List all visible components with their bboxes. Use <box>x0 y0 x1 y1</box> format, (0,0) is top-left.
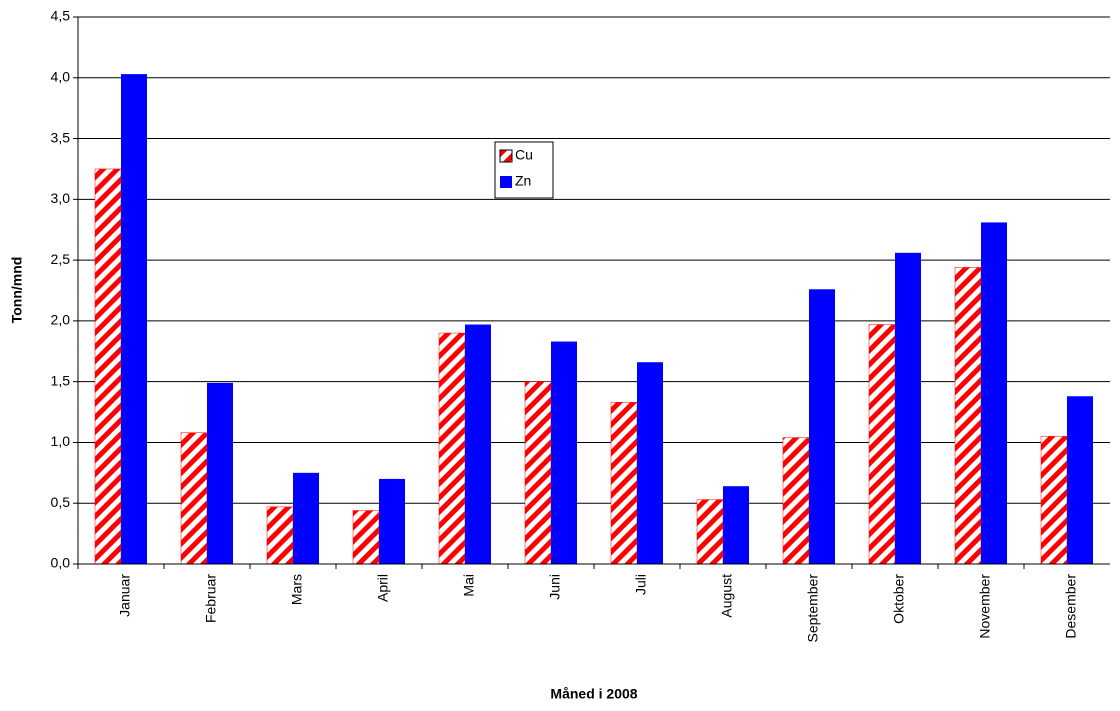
bar <box>121 74 147 565</box>
bar <box>180 432 208 565</box>
y-tick-label: 0,0 <box>51 555 71 571</box>
bar <box>293 472 319 564</box>
x-tick-label: November <box>977 574 993 639</box>
bar <box>266 506 294 565</box>
legend-label: Zn <box>515 173 531 189</box>
bar <box>637 362 663 564</box>
y-axis-title: Tonn/mnd <box>9 257 25 324</box>
bar <box>868 324 896 565</box>
y-tick-label: 1,5 <box>51 372 71 388</box>
bar <box>94 168 122 565</box>
bar <box>696 499 724 565</box>
bar <box>524 381 552 565</box>
x-axis-title: Måned i 2008 <box>550 686 637 702</box>
x-tick-label: Mars <box>289 574 305 605</box>
bar <box>352 510 380 565</box>
legend: Cu Zn <box>494 141 554 199</box>
x-tick-label: Desember <box>1063 574 1079 639</box>
y-tick-label: 0,5 <box>51 494 71 510</box>
y-tick-label: 3,5 <box>51 129 71 145</box>
legend-swatch <box>500 176 512 188</box>
x-tick-label: Mai <box>461 574 477 597</box>
x-tick-label: August <box>719 574 735 618</box>
y-tick-label: 2,5 <box>51 251 71 267</box>
x-tick-label: Juli <box>633 574 649 595</box>
x-tick-label: Juni <box>547 574 563 600</box>
x-tick-label: September <box>805 574 821 643</box>
y-tick-label: 3,0 <box>51 190 71 206</box>
bar <box>1040 436 1068 565</box>
legend-box <box>494 141 554 199</box>
bar <box>954 267 982 565</box>
bar <box>723 486 749 564</box>
y-tick-label: 4,0 <box>51 68 71 84</box>
x-tick-label: April <box>375 574 391 602</box>
bar <box>207 382 233 564</box>
bar <box>981 222 1007 564</box>
legend-label: Cu <box>515 147 533 163</box>
bar <box>438 332 466 565</box>
x-tick-label: Januar <box>117 574 133 617</box>
bar <box>551 341 577 564</box>
legend-swatch <box>499 149 513 163</box>
bar <box>379 478 405 564</box>
bar <box>465 324 491 564</box>
bar <box>809 289 835 564</box>
bar <box>782 437 810 565</box>
x-tick-label: Februar <box>203 574 219 623</box>
bar <box>610 402 638 565</box>
bar <box>895 252 921 564</box>
x-tick-label: Oktober <box>891 574 907 624</box>
y-tick-label: 1,0 <box>51 433 71 449</box>
y-tick-label: 2,0 <box>51 312 71 328</box>
bar <box>1067 396 1093 564</box>
y-tick-label: 4,5 <box>51 8 71 24</box>
